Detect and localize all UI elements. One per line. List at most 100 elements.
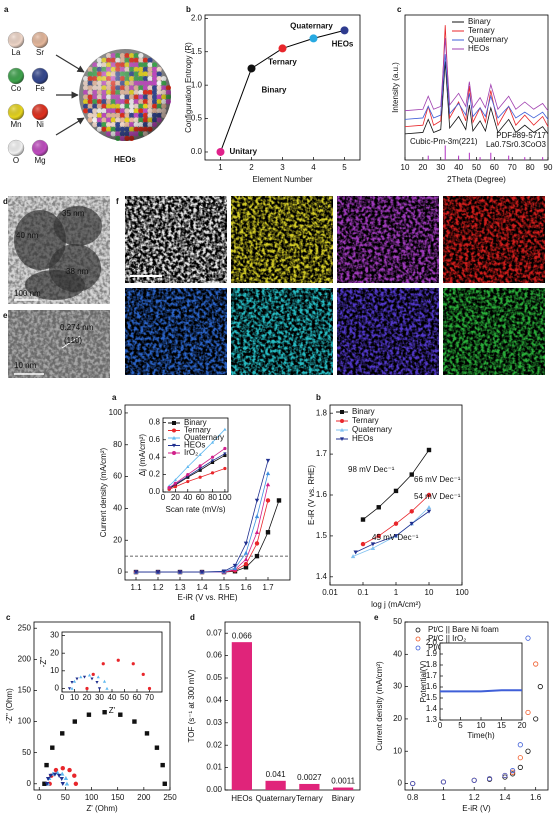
y-tick-label: 10 bbox=[50, 666, 59, 675]
marker bbox=[53, 767, 59, 773]
marker bbox=[96, 675, 100, 679]
series-line bbox=[404, 61, 549, 135]
x-tick-label: 0.01 bbox=[322, 588, 338, 597]
legend-label: Binary bbox=[468, 17, 491, 26]
y-tick-label: 0.8 bbox=[149, 417, 161, 426]
y-axis-label: Current density (mA/cm²) bbox=[99, 447, 108, 537]
marker bbox=[131, 662, 135, 666]
x-tick-label: 200 bbox=[137, 793, 151, 802]
bar-annotation: 0.066 bbox=[232, 631, 253, 640]
y-tick-label: 250 bbox=[18, 623, 32, 632]
y-axis-label: -Z'' bbox=[39, 656, 48, 667]
map-label: Sr bbox=[532, 294, 540, 303]
point-label: HEOs bbox=[332, 39, 354, 48]
marker bbox=[186, 465, 190, 469]
marker bbox=[517, 742, 523, 748]
legend-label: Binary bbox=[184, 418, 207, 427]
legend-label: Ternary bbox=[184, 426, 211, 435]
bar-annotation: 0.0011 bbox=[331, 777, 355, 786]
x-axis-label: log j (mA/cm²) bbox=[371, 600, 421, 609]
y-axis-label: TOF (s⁻¹ at 300 mV) bbox=[187, 669, 196, 742]
element-map bbox=[231, 196, 333, 283]
x-tick-label: 1.5 bbox=[218, 583, 230, 592]
marker bbox=[75, 677, 79, 681]
bar bbox=[265, 780, 286, 790]
map-label: Fe bbox=[425, 202, 435, 211]
element-map bbox=[337, 288, 439, 375]
element-shade bbox=[32, 68, 48, 84]
panel-label: a bbox=[112, 393, 117, 402]
point bbox=[278, 44, 287, 53]
marker bbox=[44, 762, 49, 768]
y-tick-label: 200 bbox=[18, 654, 32, 663]
y-tick-label: 1.7 bbox=[316, 449, 328, 458]
x-tick-label: 50 bbox=[472, 163, 481, 172]
marker bbox=[517, 755, 523, 761]
x-tick-label: 20 bbox=[518, 721, 527, 730]
marker bbox=[90, 677, 94, 681]
y-tick-label: 0.2 bbox=[149, 470, 161, 479]
legend-marker bbox=[172, 428, 176, 433]
x-tick-label: 60 bbox=[490, 163, 499, 172]
lattice-label: (110) bbox=[64, 336, 82, 345]
map-label: Mg bbox=[211, 294, 222, 303]
x-tick-label: 150 bbox=[111, 793, 125, 802]
x-tick-label: 70 bbox=[145, 693, 154, 702]
marker bbox=[393, 488, 399, 494]
series-line bbox=[168, 453, 226, 489]
x-tick-label: Ternary bbox=[296, 794, 323, 803]
marker bbox=[72, 679, 77, 683]
bar bbox=[299, 783, 320, 790]
element-label: Sr bbox=[36, 48, 44, 57]
element-map bbox=[125, 196, 227, 283]
marker bbox=[370, 542, 376, 547]
element-label: Mn bbox=[10, 120, 21, 129]
marker bbox=[79, 675, 83, 679]
x-tick-label: 60 bbox=[133, 693, 142, 702]
marker bbox=[177, 570, 183, 575]
marker bbox=[210, 471, 215, 475]
arrow bbox=[55, 54, 85, 73]
marker bbox=[265, 458, 271, 463]
legend-marker bbox=[172, 443, 176, 448]
y-tick-label: 60 bbox=[113, 472, 122, 481]
x-tick-label: 1.7 bbox=[262, 583, 274, 592]
annotation: 98 mV Dec⁻¹ bbox=[348, 465, 395, 474]
micrograph-texture bbox=[8, 196, 110, 304]
marker bbox=[132, 719, 137, 724]
panel-label: f bbox=[116, 197, 119, 206]
marker bbox=[133, 570, 139, 575]
marker bbox=[223, 453, 227, 458]
map-label: Ni bbox=[320, 294, 328, 303]
marker bbox=[144, 731, 150, 736]
x-tick-label: 80 bbox=[526, 163, 535, 172]
marker bbox=[67, 767, 72, 773]
marker bbox=[376, 533, 381, 539]
y-axis-label: Current density (mA/cm²) bbox=[375, 661, 384, 751]
marker bbox=[525, 635, 531, 641]
legend-label: Binary bbox=[352, 407, 375, 416]
y-tick-label: 0.07 bbox=[206, 628, 222, 637]
marker bbox=[265, 530, 271, 535]
series-line bbox=[404, 25, 549, 128]
marker bbox=[82, 675, 87, 679]
x-axis-label: E-iR (V vs. RHE) bbox=[178, 593, 238, 602]
map-label: Co bbox=[318, 202, 329, 211]
marker bbox=[350, 554, 356, 559]
marker bbox=[393, 534, 399, 539]
x-tick-label: 250 bbox=[163, 793, 177, 802]
legend-label: Quaternary bbox=[468, 35, 508, 44]
sphere-shade bbox=[79, 49, 171, 141]
panel-label: a bbox=[4, 5, 9, 14]
marker bbox=[97, 687, 102, 691]
x-tick-label: 1.1 bbox=[130, 583, 142, 592]
marker bbox=[162, 781, 167, 786]
y-axis-label: Configuration Entropy (R) bbox=[184, 42, 193, 133]
marker bbox=[63, 775, 69, 780]
x-tick-label: HEOs bbox=[231, 794, 252, 803]
point-label: Binary bbox=[262, 86, 287, 95]
x-tick-label: 1.6 bbox=[530, 793, 542, 802]
micrograph-texture bbox=[8, 310, 110, 378]
series-line bbox=[404, 54, 549, 120]
x-tick-label: 30 bbox=[95, 693, 104, 702]
